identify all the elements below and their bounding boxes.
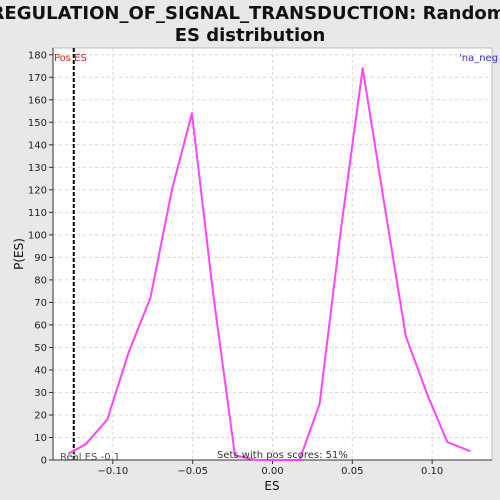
y-tick-label: 40 [34,365,47,376]
x-tick-label: 0.10 [421,466,443,477]
y-tick-label: 180 [28,50,47,61]
data-point [383,202,386,205]
y-tick-label: 110 [28,208,47,219]
series-line [68,67,471,461]
x-axis-title: ES [264,479,279,493]
y-tick-label: 90 [34,253,47,264]
y-tick-label: 50 [34,343,47,354]
chart-title-line-2: ES distribution [175,25,326,46]
data-point [468,449,471,452]
y-tick-label: 70 [34,298,47,309]
data-point [298,459,301,461]
axis-layer: 0 10 20 30 40 50 60 70 80 90 100 110 120 130 140 150 160… [28,48,492,477]
y-axis-title: P(ES) [12,238,26,270]
real-es-label: Real ES -0.1 [60,452,120,463]
data-point [340,227,343,230]
y-tick-label: 140 [28,140,47,151]
y-tick-label: 60 [34,320,47,331]
data-point [233,454,236,457]
data-point [404,335,407,338]
y-tick-label: 10 [34,433,47,444]
sets-with-pos-label: Sets with pos scores: 51% [217,450,348,461]
y-tick-label: 150 [28,118,47,129]
chart-title-line-1: REGULATION_OF_SIGNAL_TRANSDUCTION: Rando… [0,3,500,24]
y-tick-label: 100 [28,230,47,241]
data-point [446,440,449,443]
data-point [190,112,193,115]
data-point [84,443,87,446]
y-tick-label: 130 [28,163,47,174]
y-tick-label: 170 [28,73,47,84]
data-point [67,452,70,455]
y-tick-label: 160 [28,95,47,106]
neg-es-label: 'na_neg [459,53,498,64]
data-point [255,459,258,461]
data-point [127,350,130,353]
data-point [149,296,152,299]
y-tick-label: 80 [34,275,47,286]
y-tick-label: 30 [34,388,47,399]
y-tick-label: 0 [41,456,47,467]
x-tick-label: 0.00 [261,466,283,477]
x-tick-label: 0.05 [341,466,363,477]
x-tick-label: −0.10 [98,466,129,477]
series-layer [67,48,471,461]
data-point [277,459,280,461]
data-point [106,418,109,421]
pos-es-label: Pos ES [54,53,87,64]
data-point [170,188,173,191]
y-tick-label: 120 [28,185,47,196]
data-point [361,67,364,70]
x-tick-label: −0.05 [177,466,208,477]
data-point [212,294,215,297]
data-point [426,393,429,396]
data-point [318,402,321,405]
y-tick-label: 20 [34,410,47,421]
